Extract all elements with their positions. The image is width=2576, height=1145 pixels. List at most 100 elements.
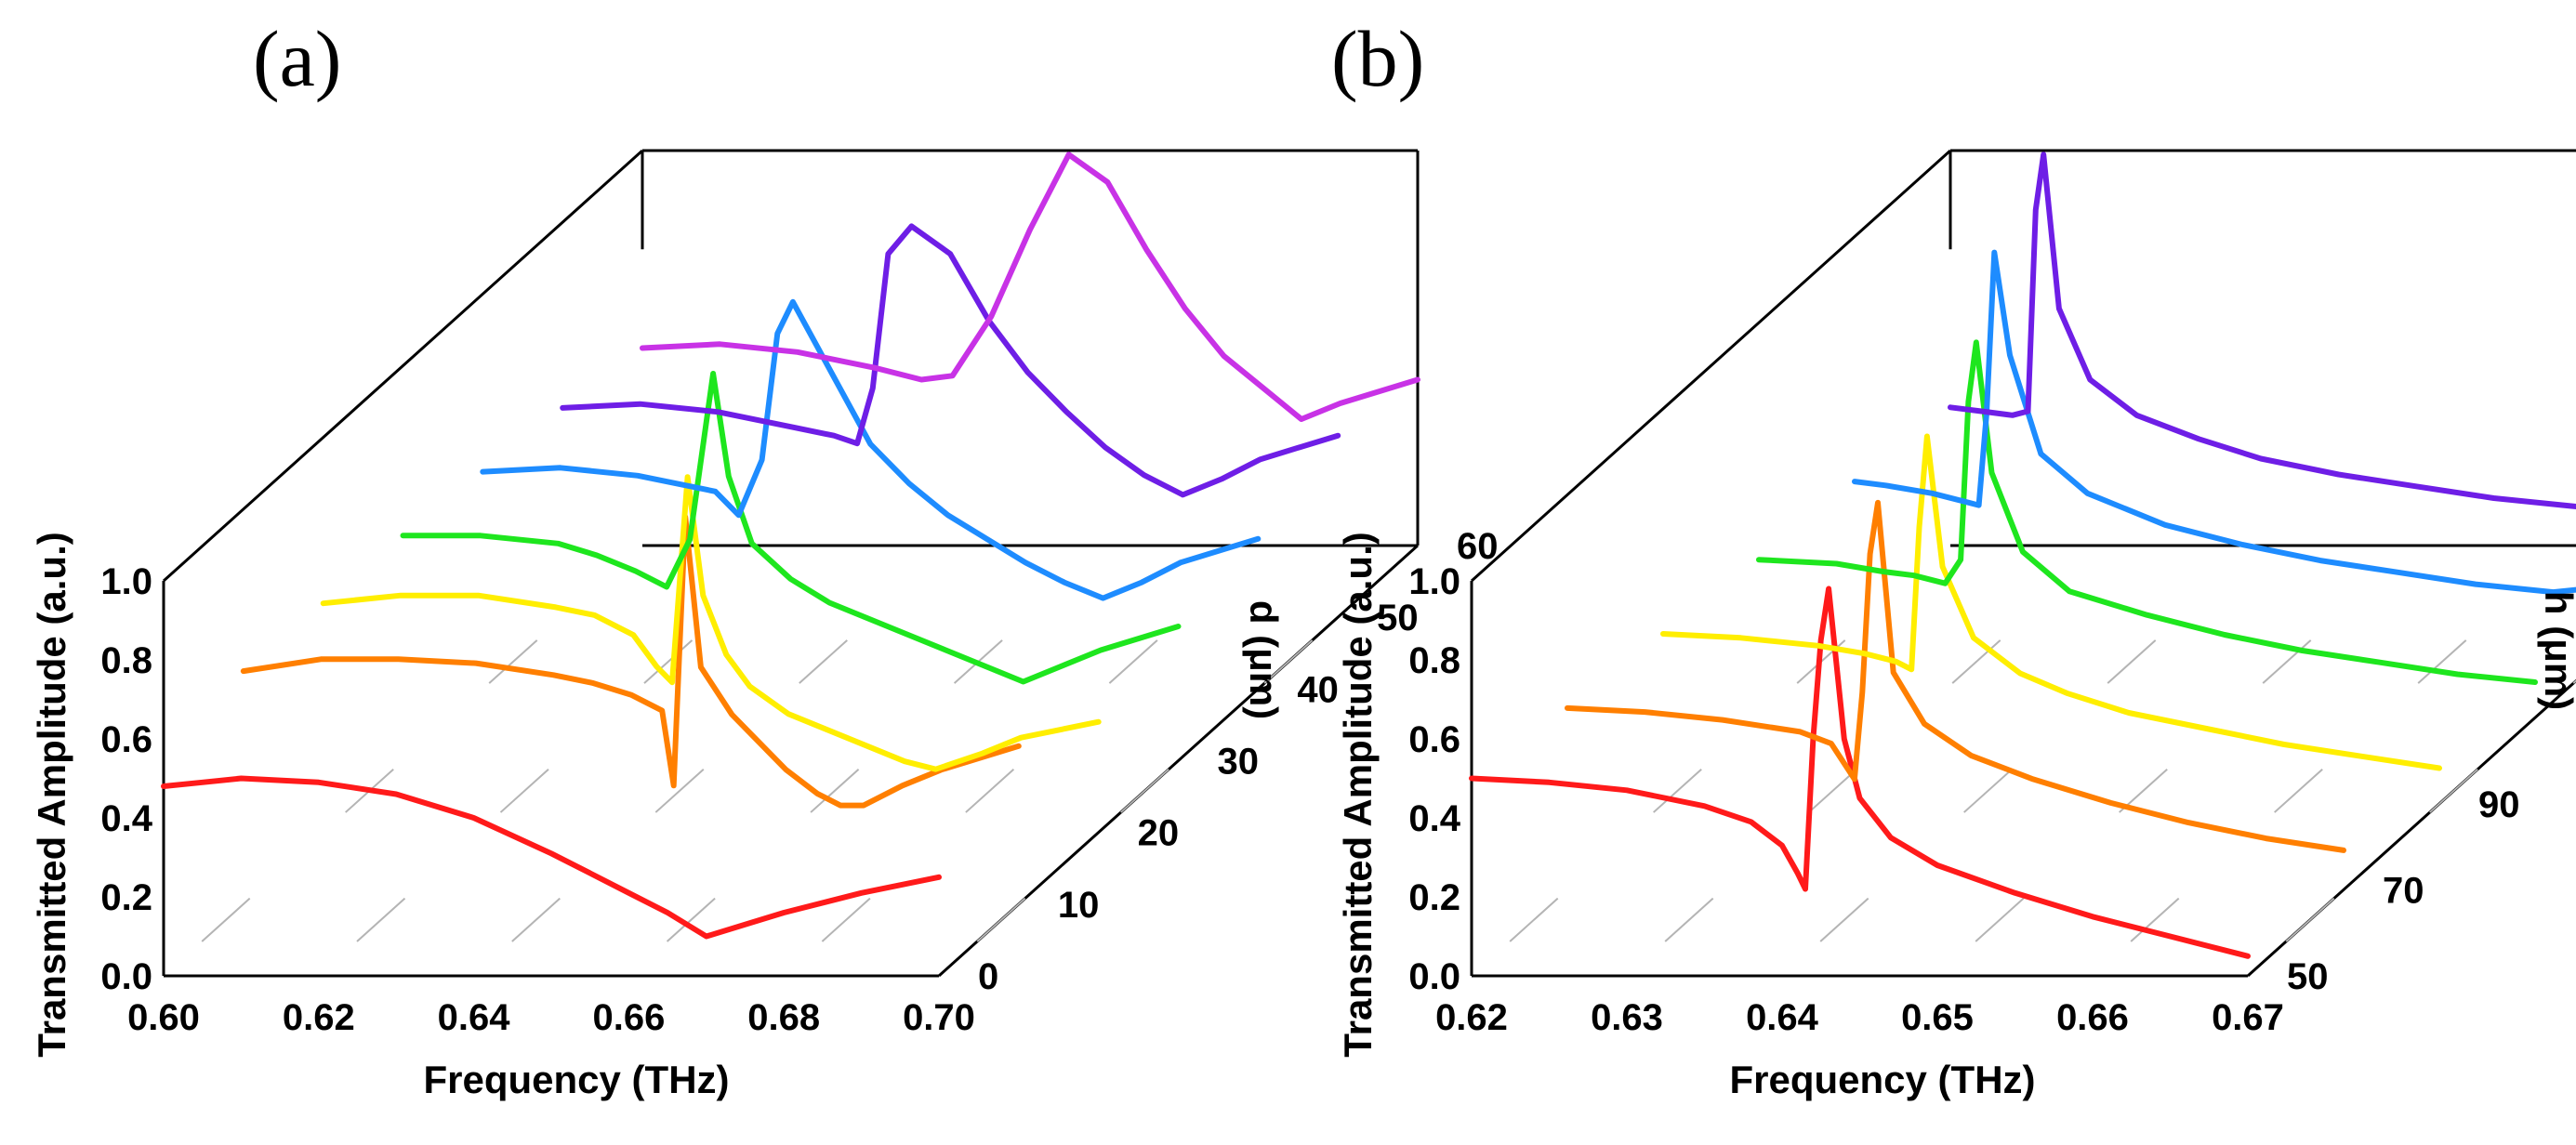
panel-a-z-tick-label: 0 xyxy=(978,956,998,997)
panel-a-z-tick-label: 30 xyxy=(1218,742,1260,783)
panel-b-grid-dash xyxy=(1963,769,2013,813)
panel-a-y-tick-label: 0.8 xyxy=(100,640,152,681)
panel-a: (a) 0.60 0.62 0.64 0.66 0.68 0.70 0.00.20.40.… xyxy=(30,14,1499,1101)
panel-b-x-axis-title: Frequency (THz) xyxy=(1729,1058,2035,1101)
panel-a-series-6 xyxy=(640,151,1420,422)
panel-a-x-tick-label: 0.68 xyxy=(747,997,820,1038)
panel-a-x-tick-label: 0.62 xyxy=(283,997,355,1038)
panel-a-x-tick-label: 0.66 xyxy=(592,997,665,1038)
panel-a-z-tick-label: 40 xyxy=(1297,669,1339,710)
panel-b-y-tick-label: 0.4 xyxy=(1408,798,1460,839)
panel-a-y-axis-title: Transmitted Amplitude (a.u.) xyxy=(30,532,73,1057)
panel-b-top-left-depth-line xyxy=(1470,149,1952,583)
panel-a-grid-dash xyxy=(1263,639,1314,684)
panel-b-series-1 xyxy=(1565,499,2346,853)
panel-a-grid-dash xyxy=(356,897,406,942)
panel-a-z-tick-label: 10 xyxy=(1058,885,1100,926)
panel-b-box xyxy=(1470,149,2576,978)
panel-b-series-2 xyxy=(1660,433,2442,771)
panel-a-box xyxy=(162,149,1420,978)
panel-b-z-tick-label: 90 xyxy=(2478,784,2520,825)
panel-a-series-4 xyxy=(480,298,1262,601)
panel-a-grid-dash xyxy=(810,769,860,813)
panel-a-x-ticks: 0.60 0.62 0.64 0.66 0.68 0.70 xyxy=(127,997,975,1038)
panel-b-grid-dash xyxy=(2417,639,2467,684)
panel-b-z-ticks: 507090110130150 xyxy=(2287,698,2576,997)
panel-b-series-5 xyxy=(1948,151,2576,510)
panel-b-x-tick-label: 0.67 xyxy=(2212,997,2284,1038)
panel-a-grid-dash xyxy=(1108,639,1158,684)
panel-b-grid-dash xyxy=(2429,769,2478,813)
panel-b-x-tick-label: 0.66 xyxy=(2056,997,2129,1038)
panel-b-grid-dash xyxy=(1664,897,1714,942)
panel-b-curves xyxy=(1469,151,2576,959)
panel-b-right-depth-axis-line xyxy=(2246,678,2576,978)
panel-b-x-ticks: 0.62 0.63 0.64 0.65 0.66 0.67 xyxy=(1435,997,2284,1038)
panel-a-x-tick-label: 0.64 xyxy=(438,997,511,1038)
panel-b-series-0 xyxy=(1469,586,2251,959)
panel-b-x-tick-label: 0.65 xyxy=(1901,997,1974,1038)
panel-b-y-tick-label: 0.2 xyxy=(1408,877,1460,918)
panel-b-grid-dash xyxy=(1951,639,2001,684)
panel-b-label: (b) xyxy=(1331,14,1424,103)
panel-a-z-tick-label: 20 xyxy=(1138,813,1180,854)
panel-a-grid-dash xyxy=(666,897,716,942)
panel-a-z-ticks: 0 10 20 30 40 50 60 xyxy=(978,526,1499,997)
panel-b-series-4 xyxy=(1852,249,2576,596)
panel-a-top-left-depth-line xyxy=(162,149,644,583)
panel-b-series-3 xyxy=(1756,339,2538,685)
panel-a-y-tick-label: 0.4 xyxy=(100,798,152,839)
panel-a-x-axis-title: Frequency (THz) xyxy=(423,1058,729,1101)
panel-b-y-tick-label: 0.8 xyxy=(1408,640,1460,681)
panel-b-y-tick-label: 1.0 xyxy=(1408,561,1460,602)
panel-b-grid-dash xyxy=(2130,897,2180,942)
panel-b-z-axis-title: h (μm) xyxy=(2537,591,2576,710)
panel-a-grid-dash xyxy=(201,897,251,942)
panel-a-label: (a) xyxy=(253,14,341,103)
panel-a-z-tick-label: 60 xyxy=(1457,526,1499,567)
panel-a-series-2 xyxy=(320,474,1102,772)
panel-a-z-axis-title: d (μm) xyxy=(1242,600,1286,719)
panel-a-x-tick-label: 0.60 xyxy=(127,997,200,1038)
panel-a-y-tick-label: 0.2 xyxy=(100,877,152,918)
panel-a-grid-dash xyxy=(499,769,549,813)
panel-a-grid-dash xyxy=(965,769,1015,813)
panel-b-grid-dash xyxy=(2262,639,2312,684)
panel-a-y-tick-label: 0.6 xyxy=(100,719,152,760)
panel-a-grid-dash xyxy=(643,639,694,684)
panel-b-grid-dash xyxy=(1808,769,1857,813)
panel-b-y-tick-label: 0.0 xyxy=(1408,956,1460,997)
panel-b-z-tick-label: 50 xyxy=(2287,956,2329,997)
panel-b-x-tick-label: 0.64 xyxy=(1746,997,1819,1038)
panel-b-y-ticks: 0.0 0.2 0.4 0.6 0.8 1.0 xyxy=(1408,561,1460,997)
panel-a-grid-dash xyxy=(821,897,871,942)
panel-b-y-tick-label: 0.6 xyxy=(1408,719,1460,760)
panel-a-series-0 xyxy=(161,775,942,940)
panel-b-grid-dash xyxy=(2107,639,2157,684)
panel-a-series-5 xyxy=(560,223,1341,498)
panel-a-grid-dash xyxy=(511,897,561,942)
panel-b-y-axis-title: Transmitted Amplitude (a.u.) xyxy=(1336,532,1380,1057)
panel-a-curves xyxy=(161,151,1420,940)
panel-b: (b) 0.62 0.63 0.64 0.65 0.66 0.67 0.00.20.40.… xyxy=(1331,14,2576,1101)
panel-b-grid-dash xyxy=(2274,769,2323,813)
panel-a-grid-dash xyxy=(1120,769,1169,813)
panel-a-floor-grid xyxy=(201,639,1314,942)
panel-a-z-tick-label: 50 xyxy=(1377,598,1419,638)
panel-a-y-ticks: 0.0 0.2 0.4 0.6 0.8 1.0 xyxy=(100,561,152,997)
panel-b-grid-dash xyxy=(1975,897,2025,942)
panel-a-grid-dash xyxy=(976,897,1026,942)
panel-a-grid-dash xyxy=(799,639,848,684)
panel-b-grid-dash xyxy=(2285,897,2335,942)
panel-b-x-tick-label: 0.62 xyxy=(1435,997,1508,1038)
panel-b-grid-dash xyxy=(1509,897,1559,942)
panel-b-z-tick-label: 70 xyxy=(2383,870,2424,911)
panel-a-grid-dash xyxy=(488,639,538,684)
panel-b-grid-dash xyxy=(1819,897,1869,942)
panel-a-x-tick-label: 0.70 xyxy=(903,997,975,1038)
panel-b-x-tick-label: 0.63 xyxy=(1591,997,1663,1038)
panel-a-grid-dash xyxy=(654,769,705,813)
panel-b-z-tick-label: 110 xyxy=(2574,698,2576,739)
